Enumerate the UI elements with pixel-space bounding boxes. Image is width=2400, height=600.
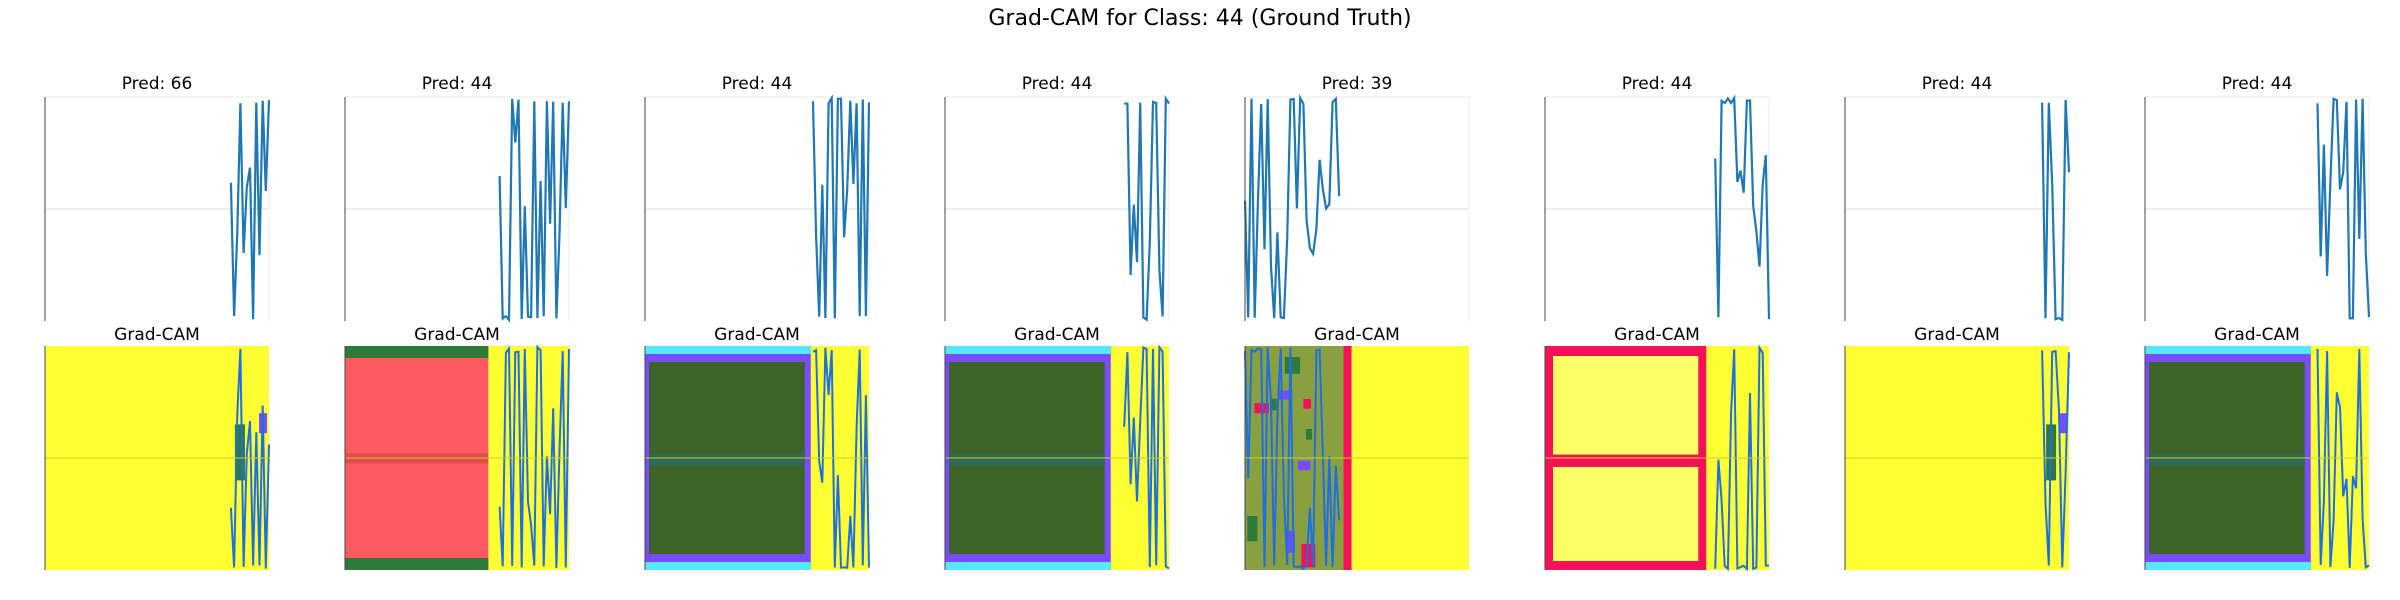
- pred-title: Pred: 44: [422, 74, 493, 94]
- cam-band: [345, 453, 489, 464]
- cam-border: [2145, 346, 2311, 354]
- gradcam-panel: Grad-CAM: [1844, 325, 2070, 570]
- gradcam-panel: Grad-CAM: [944, 325, 1170, 570]
- cam-border: [645, 346, 811, 354]
- gradcam-title: Grad-CAM: [1014, 325, 1100, 345]
- gradcam-panel: Grad-CAM: [44, 325, 270, 570]
- gradcam-title: Grad-CAM: [1914, 325, 2000, 345]
- pred-title: Pred: 44: [1622, 74, 1693, 94]
- cam-cell: [1553, 356, 1699, 455]
- pred-title: Pred: 44: [1922, 74, 1993, 94]
- cam-signal-line: [1123, 344, 1170, 570]
- cam-blob: [1305, 428, 1312, 440]
- gradcam-title: Grad-CAM: [2214, 325, 2300, 345]
- gradcam-panel: Grad-CAM: [1544, 325, 1769, 572]
- cam-signal-line: [1714, 344, 1769, 572]
- pred-title: Pred: 44: [2222, 74, 2293, 94]
- cam-signal-line: [229, 348, 270, 569]
- cam-signal-line: [1244, 347, 1341, 571]
- signal-line: [2316, 97, 2371, 320]
- cam-border: [945, 562, 1111, 570]
- gradcam-title: Grad-CAM: [1314, 325, 1400, 345]
- cam-blob: [1284, 357, 1301, 374]
- signal-line: [811, 94, 871, 319]
- cam-band: [649, 453, 805, 466]
- gradcam-panel: Grad-CAM: [344, 325, 570, 570]
- signal-line: [1124, 95, 1170, 322]
- gradcam-panel: Grad-CAM: [644, 325, 870, 570]
- cam-band: [2149, 453, 2305, 466]
- cam-blob: [1247, 516, 1258, 542]
- signal-panel: Pred: 44: [944, 74, 1170, 322]
- gradcam-panel: Grad-CAM: [2144, 325, 2370, 570]
- gradcam-title: Grad-CAM: [1614, 325, 1700, 345]
- cam-blob: [1297, 460, 1311, 471]
- gradcam-title: Grad-CAM: [714, 325, 800, 345]
- signal-panel: Pred: 39: [1243, 74, 1470, 321]
- figure-title: Grad-CAM for Class: 44 (Ground Truth): [988, 6, 1412, 31]
- signal-panel: Pred: 44: [344, 74, 571, 323]
- signal-panel: Pred: 66: [44, 74, 271, 321]
- signal-line: [1243, 93, 1341, 320]
- cam-blob: [1303, 399, 1311, 409]
- pred-title: Pred: 66: [122, 74, 193, 94]
- pred-title: Pred: 44: [722, 74, 793, 94]
- cam-border: [2145, 562, 2311, 570]
- signal-panel: Pred: 44: [2144, 74, 2371, 321]
- cam-signal-line: [498, 344, 570, 569]
- cam-cell: [1553, 466, 1699, 562]
- cam-band: [345, 346, 489, 358]
- signal-panel: Pred: 44: [1544, 74, 1771, 321]
- pred-title: Pred: 44: [1022, 74, 1093, 94]
- cam-blob: [1279, 390, 1293, 400]
- cam-band: [345, 558, 489, 570]
- cam-blob: [1269, 398, 1277, 411]
- signal-panel: Pred: 44: [644, 74, 871, 321]
- pred-title: Pred: 39: [1322, 74, 1393, 94]
- signal-line: [498, 98, 571, 323]
- signal-panel: Pred: 44: [1844, 74, 2071, 322]
- gradcam-panel: Grad-CAM: [1244, 325, 1469, 571]
- cam-signal-line: [2041, 349, 2070, 568]
- signal-line: [1714, 94, 1771, 320]
- signal-line: [229, 100, 271, 320]
- gradcam-title: Grad-CAM: [114, 325, 200, 345]
- gradcam-title: Grad-CAM: [414, 325, 500, 345]
- cam-signal-line: [2316, 348, 2370, 570]
- cam-border: [645, 562, 811, 570]
- cam-border: [945, 346, 1111, 354]
- cam-band: [949, 453, 1105, 466]
- cam-signal-line: [812, 347, 870, 569]
- cam-blob: [234, 424, 245, 481]
- cam-blob: [2059, 413, 2067, 434]
- cam-blob: [1288, 530, 1295, 553]
- signal-line: [2041, 99, 2071, 322]
